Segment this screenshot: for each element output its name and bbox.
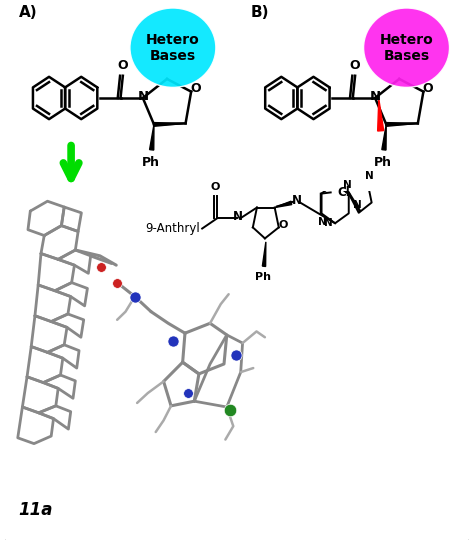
Text: O: O xyxy=(423,82,433,95)
Text: 9-Anthryl: 9-Anthryl xyxy=(145,222,200,235)
Ellipse shape xyxy=(130,8,216,87)
Text: N: N xyxy=(344,180,352,190)
Text: B): B) xyxy=(251,5,269,20)
Text: N: N xyxy=(324,218,332,228)
Text: Ph: Ph xyxy=(142,156,160,169)
Polygon shape xyxy=(275,201,292,208)
Polygon shape xyxy=(154,123,185,126)
Ellipse shape xyxy=(364,8,449,87)
Polygon shape xyxy=(378,99,383,131)
Text: N: N xyxy=(318,217,327,227)
Text: Hetero
Bases: Hetero Bases xyxy=(380,33,433,63)
Text: N: N xyxy=(354,200,362,210)
Text: Cl: Cl xyxy=(337,186,350,199)
FancyBboxPatch shape xyxy=(3,0,471,187)
Polygon shape xyxy=(382,124,386,150)
Text: A): A) xyxy=(18,5,37,20)
Polygon shape xyxy=(150,124,154,150)
Text: Ph: Ph xyxy=(374,156,392,169)
Text: 11a: 11a xyxy=(18,501,53,519)
Text: O: O xyxy=(191,82,201,95)
Text: O: O xyxy=(118,59,128,72)
Text: N: N xyxy=(232,210,243,223)
FancyBboxPatch shape xyxy=(3,185,471,542)
Text: N: N xyxy=(292,194,302,207)
Text: Hetero
Bases: Hetero Bases xyxy=(146,33,200,63)
Text: O: O xyxy=(279,220,288,230)
Text: O: O xyxy=(350,59,360,72)
Text: N: N xyxy=(137,90,148,103)
Text: N: N xyxy=(370,90,381,103)
Text: N: N xyxy=(365,171,374,180)
Polygon shape xyxy=(386,123,418,126)
Text: O: O xyxy=(211,182,220,192)
Text: Ph: Ph xyxy=(255,272,271,282)
Polygon shape xyxy=(263,242,266,267)
